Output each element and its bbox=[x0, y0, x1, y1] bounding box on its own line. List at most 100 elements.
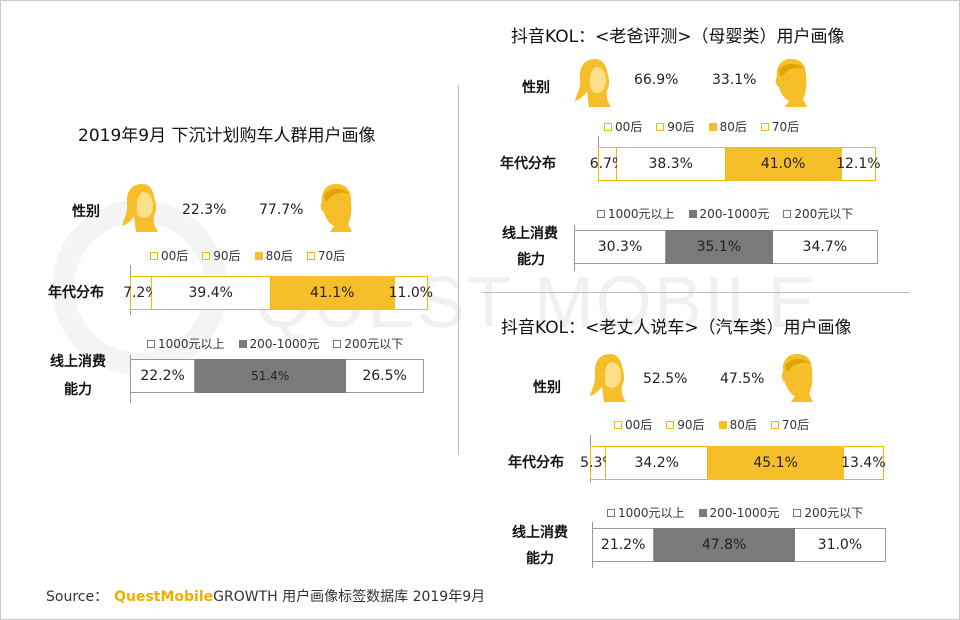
legend-swatch bbox=[698, 508, 707, 517]
bar-segment: 30.3% bbox=[574, 230, 667, 264]
male-icon bbox=[320, 184, 352, 232]
legend-swatch bbox=[147, 339, 155, 348]
legend-label: 1000元以上 bbox=[608, 207, 675, 221]
consumption-legend: 1000元以上 200-1000元 200元以下 bbox=[597, 205, 853, 222]
legend-swatch bbox=[783, 209, 792, 218]
bar-value-label: 31.0% bbox=[817, 537, 863, 553]
age-bar: 5.3% 34.2% 45.1% 13.4% bbox=[580, 446, 886, 480]
legend-label: 80后 bbox=[265, 249, 293, 263]
legend-item: 70后 bbox=[306, 247, 346, 264]
legend-swatch bbox=[760, 122, 769, 131]
bar-segment: 39.4% bbox=[151, 276, 271, 310]
age-label: 年代分布 bbox=[508, 455, 564, 471]
bar-segment: 11.0% bbox=[389, 276, 433, 310]
bar-value-label: 45.1% bbox=[753, 455, 798, 471]
bar-segment: 38.3% bbox=[616, 147, 726, 181]
legend-label: 200元以下 bbox=[344, 337, 404, 351]
female-percent: 66.9% bbox=[634, 72, 679, 88]
bar-value-label: 11.0% bbox=[388, 285, 434, 301]
legend-item: 90后 bbox=[656, 118, 695, 135]
male-icon-shape bbox=[320, 184, 352, 232]
legend-label: 200-1000元 bbox=[699, 207, 770, 221]
legend-label: 200元以下 bbox=[804, 506, 864, 520]
consumption-label-line2: 能力 bbox=[526, 551, 554, 567]
bar-value-label: 41.1% bbox=[309, 285, 355, 301]
legend-swatch bbox=[604, 122, 612, 131]
bar-value-label: 13.4% bbox=[841, 455, 886, 471]
consumption-legend: 1000元以上 200-1000元 200元以下 bbox=[607, 504, 863, 521]
bar-segment: 47.8% bbox=[654, 528, 795, 562]
legend-item: 200元以下 bbox=[783, 205, 853, 222]
bar-segment: 13.4% bbox=[841, 446, 886, 480]
female-percent: 22.3% bbox=[182, 202, 227, 218]
age-label: 年代分布 bbox=[48, 285, 104, 301]
legend-swatch bbox=[607, 508, 615, 517]
panel-title: 抖音KOL：<老爸评测>（母婴类）用户画像 bbox=[511, 27, 845, 47]
bar-value-label: 30.3% bbox=[597, 239, 643, 255]
legend-item: 200元以下 bbox=[333, 335, 403, 352]
legend-item: 200-1000元 bbox=[238, 335, 320, 352]
male-icon bbox=[781, 354, 813, 402]
female-icon-shape bbox=[575, 59, 611, 107]
legend-item: 80后 bbox=[708, 118, 747, 135]
consumption-label-line2: 能力 bbox=[64, 382, 92, 398]
bar-segment: 34.2% bbox=[605, 446, 709, 480]
legend-label: 70后 bbox=[771, 120, 800, 134]
consumption-label-line2: 能力 bbox=[517, 252, 545, 268]
legend-item: 90后 bbox=[202, 247, 241, 264]
bar-segment: 45.1% bbox=[708, 446, 844, 480]
male-icon bbox=[775, 59, 807, 107]
legend-label: 200-1000元 bbox=[709, 506, 780, 520]
age-bar: 6.7% 38.3% 41.0% 12.1% bbox=[590, 147, 881, 181]
bar-value-label: 21.2% bbox=[600, 537, 646, 553]
legend-item: 00后 bbox=[604, 118, 642, 135]
gender-label: 性别 bbox=[72, 204, 100, 220]
legend-item: 80后 bbox=[718, 416, 757, 433]
legend-swatch bbox=[597, 209, 605, 218]
age-label: 年代分布 bbox=[500, 156, 556, 172]
consumption-bar: 30.3% 35.1% 34.7% bbox=[574, 230, 878, 264]
bar-segment: 34.7% bbox=[772, 230, 878, 264]
legend-swatch bbox=[656, 122, 665, 131]
legend-item: 200-1000元 bbox=[688, 205, 770, 222]
bar-value-label: 12.1% bbox=[836, 156, 881, 172]
bar-segment: 35.1% bbox=[666, 230, 773, 264]
bar-value-label: 34.7% bbox=[802, 239, 848, 255]
bar-segment: 26.5% bbox=[346, 359, 424, 393]
bar-segment: 5.3% bbox=[580, 446, 616, 480]
legend-label: 80后 bbox=[719, 120, 747, 134]
female-icon-shape bbox=[590, 354, 626, 402]
legend-item: 00后 bbox=[150, 247, 188, 264]
legend-label: 90后 bbox=[667, 120, 695, 134]
legend-item: 200-1000元 bbox=[698, 504, 780, 521]
legend-label: 90后 bbox=[677, 418, 705, 432]
male-percent: 47.5% bbox=[720, 371, 765, 387]
bar-value-label: 41.0% bbox=[760, 156, 806, 172]
legend-item: 80后 bbox=[254, 247, 293, 264]
panel-title: 抖音KOL：<老丈人说车>（汽车类）用户画像 bbox=[501, 318, 852, 338]
legend-swatch bbox=[254, 251, 263, 260]
age-bar: 7.2% 39.4% 41.1% 11.0% bbox=[123, 276, 433, 310]
female-icon bbox=[122, 184, 158, 232]
legend-swatch bbox=[333, 339, 342, 348]
female-icon bbox=[575, 59, 611, 107]
legend-swatch bbox=[718, 420, 727, 429]
bar-segment: 21.2% bbox=[592, 528, 655, 562]
age-legend: 00后 90后 80后 70后 bbox=[604, 118, 799, 135]
female-icon-shape bbox=[122, 184, 158, 232]
bar-value-label: 38.3% bbox=[648, 156, 693, 172]
panel-title: 2019年9月 下沉计划购车人群用户画像 bbox=[78, 126, 376, 146]
male-icon-shape bbox=[781, 354, 813, 402]
legend-swatch bbox=[150, 251, 158, 260]
bar-value-label: 6.7% bbox=[589, 156, 626, 172]
legend-label: 70后 bbox=[317, 249, 346, 263]
consumption-bar: 21.2% 47.8% 31.0% bbox=[592, 528, 886, 562]
legend-swatch bbox=[666, 420, 675, 429]
consumption-label-line1: 线上消费 bbox=[502, 226, 558, 242]
consumption-legend: 1000元以上 200-1000元 200元以下 bbox=[147, 335, 403, 352]
legend-item: 200元以下 bbox=[793, 504, 863, 521]
legend-label: 200-1000元 bbox=[249, 337, 320, 351]
male-icon-shape bbox=[775, 59, 807, 107]
legend-swatch bbox=[238, 339, 247, 348]
source-text: GROWTH 用户画像标签数据库 2019年9月 bbox=[213, 589, 486, 605]
